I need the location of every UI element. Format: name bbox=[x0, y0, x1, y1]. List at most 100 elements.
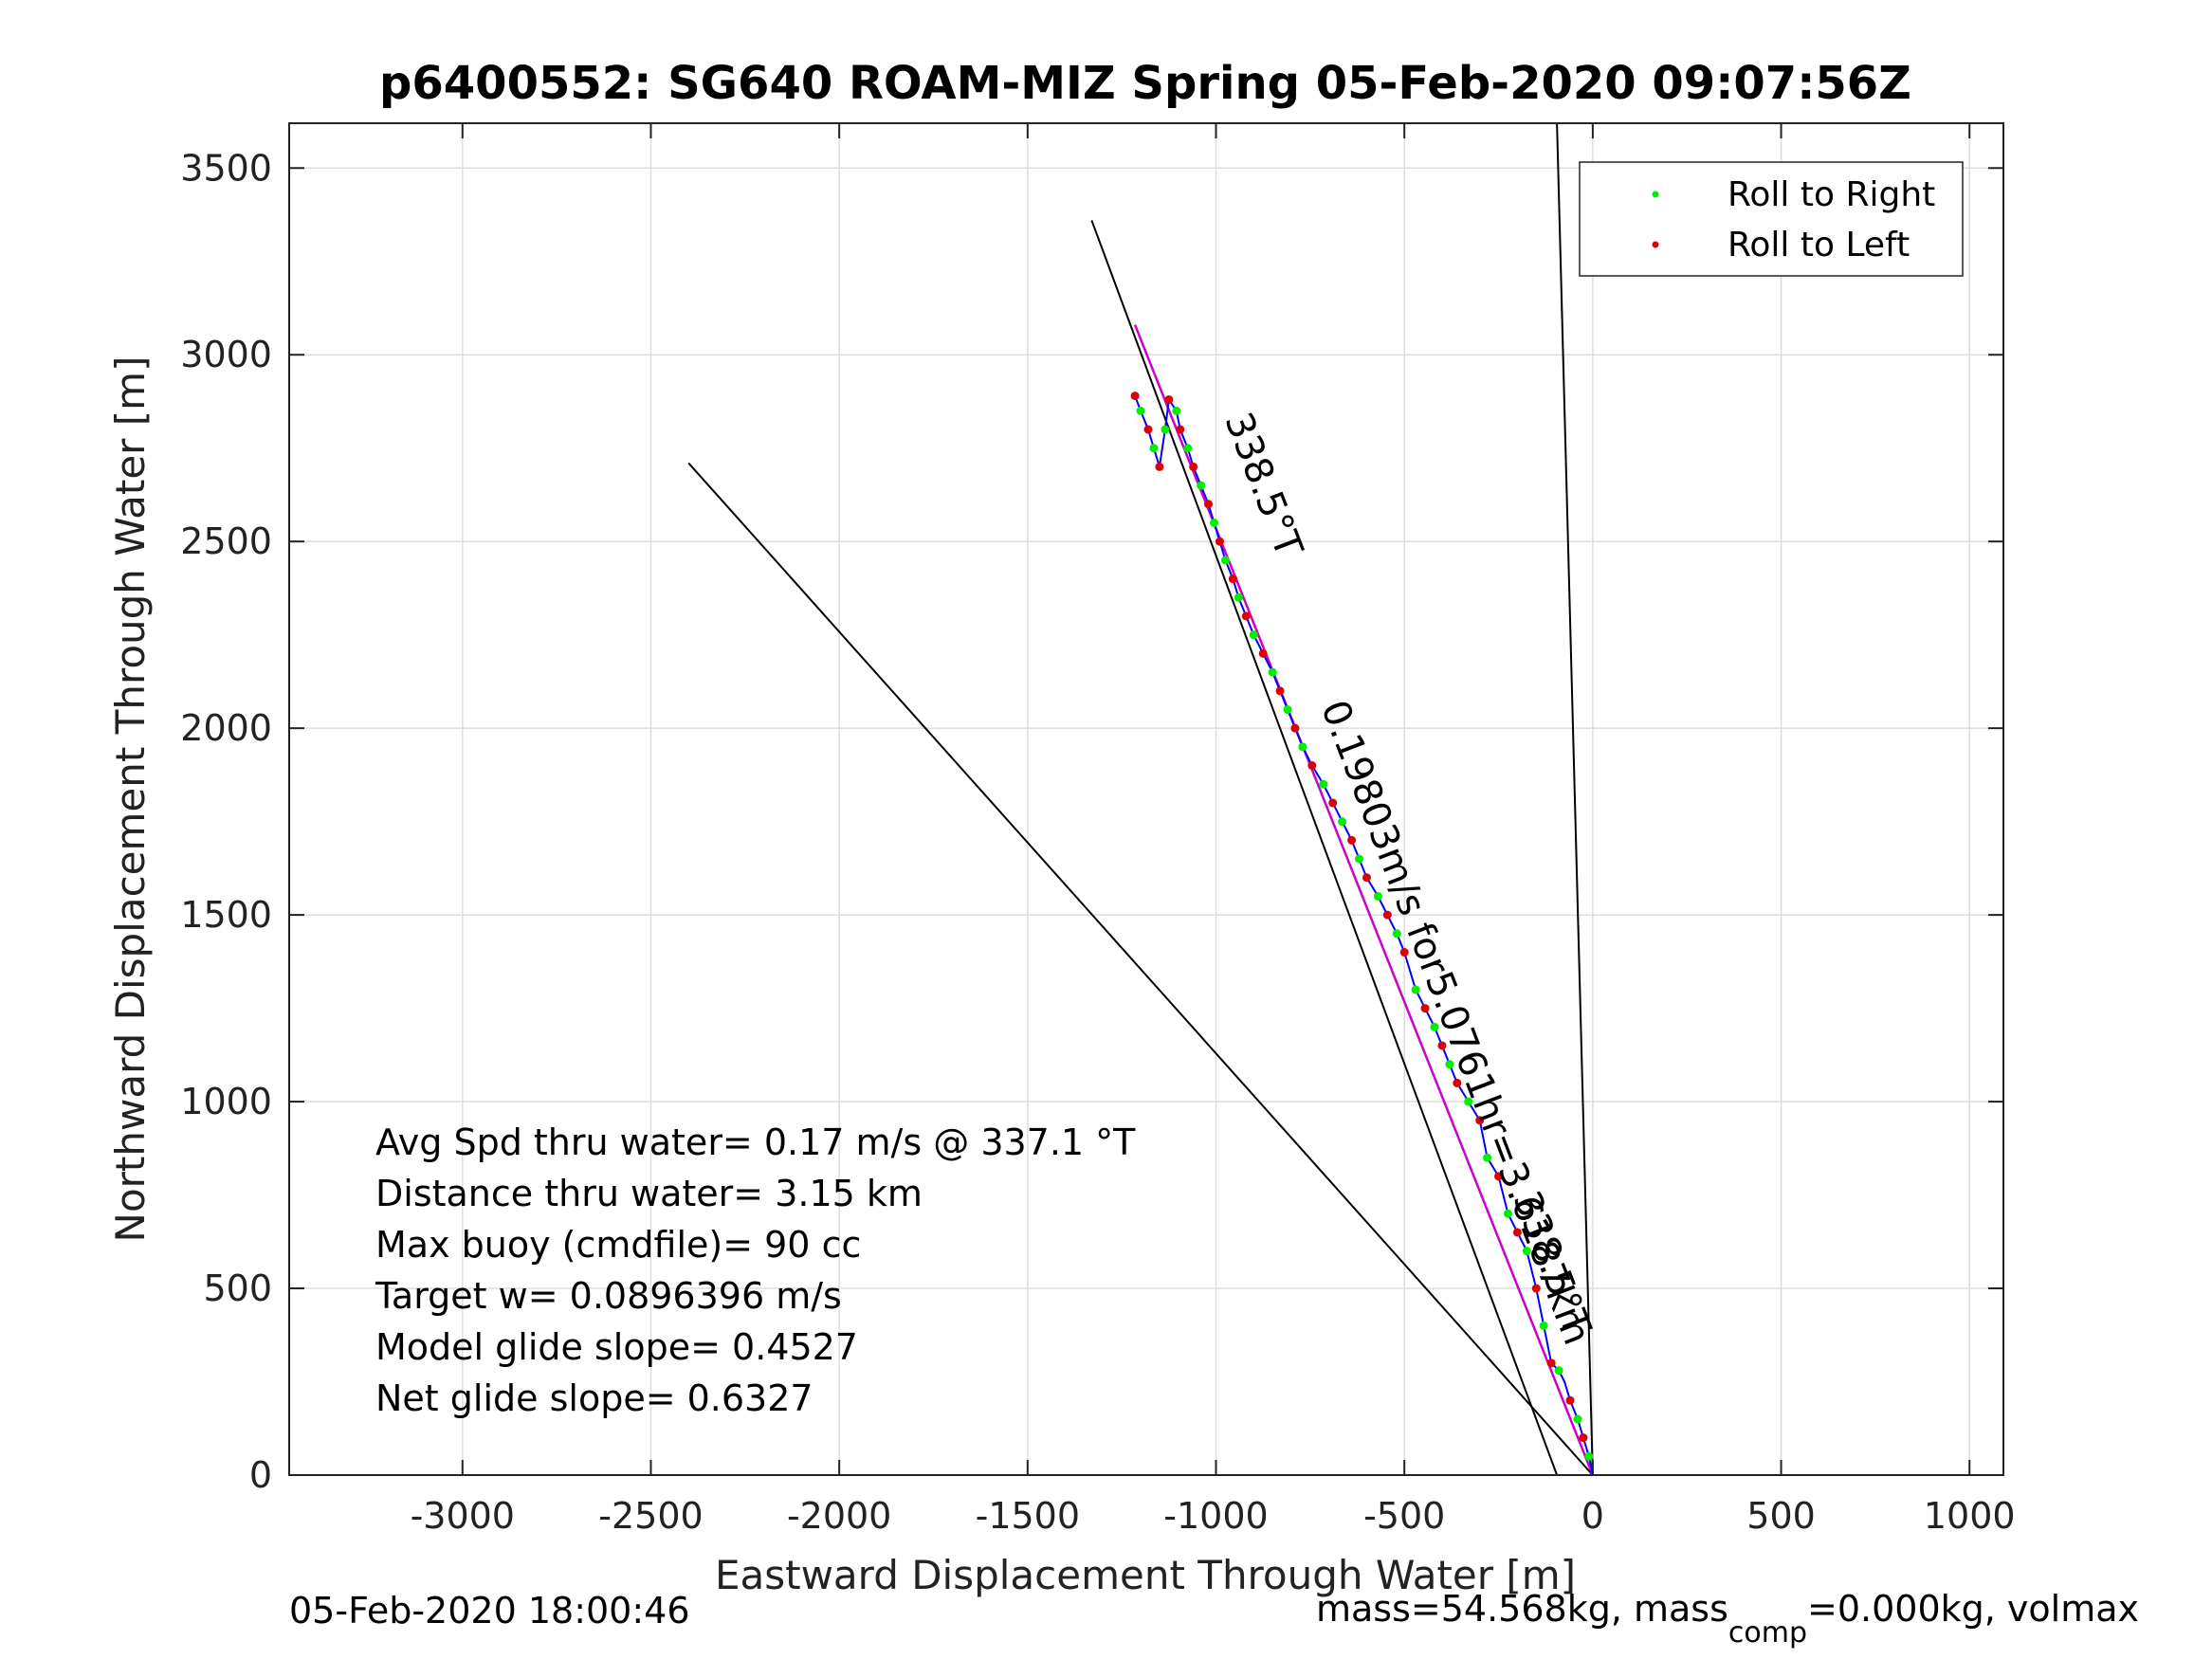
reference-line bbox=[1090, 220, 1559, 1476]
roll-left-point bbox=[1362, 873, 1371, 883]
roll-left-point bbox=[1228, 574, 1237, 584]
stats-line: Target w= 0.0896396 m/s bbox=[375, 1275, 842, 1317]
roll-right-point bbox=[1522, 1247, 1531, 1256]
roll-left-point bbox=[1164, 395, 1174, 405]
x-tick-label: 1000 bbox=[1924, 1495, 2016, 1537]
legend-label-roll-right: Roll to Right bbox=[1728, 175, 1935, 214]
roll-right-point bbox=[1210, 518, 1219, 527]
roll-left-point bbox=[1399, 948, 1409, 957]
roll-left-point bbox=[1382, 910, 1392, 920]
roll-right-point bbox=[1136, 406, 1145, 415]
roll-right-point bbox=[1249, 630, 1258, 640]
y-tick-label: 2500 bbox=[180, 520, 272, 562]
roll-right-point bbox=[1503, 1209, 1512, 1218]
roll-left-point bbox=[1176, 425, 1185, 434]
roll-right-point bbox=[1149, 444, 1159, 453]
stats-line: Max buoy (cmdfile)= 90 cc bbox=[375, 1224, 861, 1266]
legend-marker-roll-left bbox=[1652, 241, 1659, 248]
roll-left-point bbox=[1531, 1284, 1541, 1293]
y-tick-label: 0 bbox=[249, 1454, 272, 1496]
roll-right-point bbox=[1338, 817, 1347, 827]
y-tick-label: 500 bbox=[203, 1267, 272, 1309]
roll-right-point bbox=[1392, 929, 1401, 939]
legend: Roll to Right Roll to Left bbox=[1579, 161, 1964, 277]
roll-left-point bbox=[1241, 611, 1251, 621]
stats-line: Avg Spd thru water= 0.17 m/s @ 337.1 °T bbox=[375, 1121, 1136, 1163]
roll-right-point bbox=[1554, 1366, 1563, 1376]
y-tick-label: 3500 bbox=[180, 147, 272, 189]
roll-right-point bbox=[1584, 1451, 1594, 1461]
roll-left-point bbox=[1494, 1172, 1504, 1181]
stats-line: Distance thru water= 3.15 km bbox=[375, 1173, 923, 1214]
y-tick-label: 1000 bbox=[180, 1081, 272, 1122]
roll-left-point bbox=[1475, 1116, 1485, 1125]
roll-right-point bbox=[1373, 891, 1382, 901]
roll-right-point bbox=[1197, 481, 1206, 490]
reference-line bbox=[687, 462, 1594, 1476]
roll-left-point bbox=[1512, 1228, 1522, 1237]
roll-left-point bbox=[1347, 835, 1357, 845]
roll-left-point bbox=[1579, 1433, 1588, 1443]
roll-right-point bbox=[1268, 667, 1277, 677]
roll-right-point bbox=[1172, 406, 1181, 415]
stats-line: Model glide slope= 0.4527 bbox=[375, 1326, 858, 1368]
legend-marker-roll-right bbox=[1652, 191, 1659, 198]
heading-line bbox=[1133, 324, 1595, 1476]
roll-right-point bbox=[1161, 425, 1170, 434]
roll-left-point bbox=[1155, 462, 1164, 471]
roll-left-point bbox=[1290, 723, 1300, 733]
annotations: 338.5°T0.19803m/s for5.0761hr=3.6187km33… bbox=[1216, 407, 1599, 1351]
x-tick-label: -500 bbox=[1363, 1495, 1445, 1537]
x-axis-label: Eastward Displacement Through Water [m] bbox=[715, 1552, 1576, 1598]
legend-box bbox=[1579, 161, 1964, 277]
roll-left-point bbox=[1546, 1358, 1556, 1368]
roll-right-point bbox=[1355, 854, 1364, 864]
track-line bbox=[1134, 395, 1594, 1476]
roll-right-point bbox=[1573, 1414, 1582, 1424]
plot-area: 338.5°T0.19803m/s for5.0761hr=3.6187km33… bbox=[687, 122, 1600, 1476]
footer-mass-sub: comp bbox=[1728, 1616, 1807, 1650]
roll-left-point bbox=[1437, 1041, 1447, 1050]
x-tick-label: -1000 bbox=[1163, 1495, 1268, 1537]
grid-lines bbox=[289, 123, 2003, 1476]
footer-mass-main: mass=54.568kg, mass bbox=[1316, 1588, 1728, 1630]
footer-mass: mass=54.568kg, masscomp=0.000kg, volmax bbox=[1316, 1588, 2139, 1650]
x-tick-label: 0 bbox=[1581, 1495, 1604, 1537]
roll-left-point bbox=[1130, 392, 1140, 401]
reference-line bbox=[1556, 122, 1594, 1476]
roll-right-points bbox=[1136, 406, 1594, 1461]
x-tick-label: 500 bbox=[1746, 1495, 1816, 1537]
y-tick-label: 2000 bbox=[180, 707, 272, 749]
roll-right-point bbox=[1411, 985, 1420, 994]
annotation-label: 338.5°T bbox=[1216, 407, 1310, 563]
axes-box bbox=[288, 122, 2004, 1476]
roll-right-point bbox=[1430, 1022, 1439, 1031]
x-axis-ticks: -3000 -2500 -2000 -1500 -1000 -500 0 500 1000 bbox=[411, 123, 2016, 1537]
roll-left-point bbox=[1215, 537, 1224, 546]
stats-line: Net glide slope= 0.6327 bbox=[375, 1377, 814, 1419]
roll-left-point bbox=[1275, 686, 1285, 696]
footer-timestamp: 05-Feb-2020 18:00:46 bbox=[289, 1590, 690, 1632]
roll-left-point bbox=[1258, 648, 1268, 658]
roll-right-point bbox=[1283, 704, 1292, 714]
x-tick-label: -2000 bbox=[787, 1495, 891, 1537]
y-tick-label: 3000 bbox=[180, 334, 272, 375]
roll-left-point bbox=[1565, 1395, 1575, 1405]
roll-left-point bbox=[1420, 1004, 1430, 1013]
roll-left-point bbox=[1328, 798, 1338, 808]
x-tick-label: -1500 bbox=[976, 1495, 1080, 1537]
roll-left-point bbox=[1204, 500, 1214, 509]
roll-left-point bbox=[1143, 425, 1153, 434]
roll-left-points bbox=[1130, 392, 1588, 1443]
stats-block: Avg Spd thru water= 0.17 m/s @ 337.1 °T D… bbox=[375, 1121, 1136, 1419]
roll-left-point bbox=[1189, 462, 1198, 471]
y-tick-label: 1500 bbox=[180, 894, 272, 936]
reference-lines bbox=[687, 122, 1594, 1476]
roll-right-point bbox=[1445, 1060, 1454, 1069]
roll-right-point bbox=[1464, 1097, 1473, 1106]
y-axis-label: Northward Displacement Through Water [m] bbox=[107, 356, 154, 1243]
roll-left-point bbox=[1453, 1078, 1462, 1087]
x-tick-label: -3000 bbox=[411, 1495, 515, 1537]
roll-right-point bbox=[1319, 779, 1328, 789]
